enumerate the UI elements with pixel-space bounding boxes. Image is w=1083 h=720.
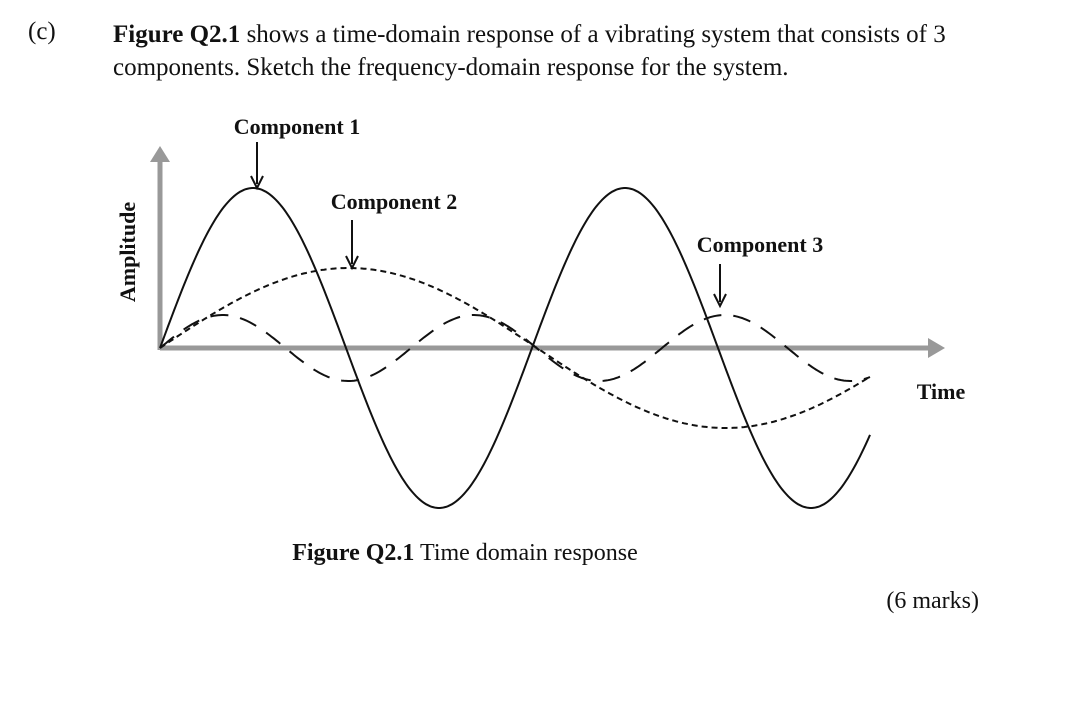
x-axis-label: Time — [917, 379, 966, 404]
amplitude-arrow — [150, 146, 170, 162]
question-label: (c) — [28, 18, 56, 45]
curve — [159, 187, 871, 509]
caption-ref: Figure Q2.1 — [292, 540, 415, 566]
y-axis-label: Amplitude — [115, 202, 140, 302]
time-arrow — [928, 338, 945, 358]
curve — [159, 314, 871, 382]
figure-ref: Figure Q2.1 — [113, 21, 241, 48]
marks: (6 marks) — [886, 588, 979, 614]
pointer-head — [713, 293, 727, 309]
curves — [159, 187, 871, 509]
component-label: Component 3 — [697, 232, 824, 257]
component-label: Component 1 — [234, 114, 361, 139]
question-text: Figure Q2.1 shows a time-domain response… — [113, 18, 993, 84]
caption-text: Time domain response — [420, 540, 638, 566]
pointer-head — [250, 175, 264, 191]
pointer-head — [345, 255, 359, 271]
question-body: shows a time-domain response of a vibrat… — [113, 21, 946, 81]
curve — [159, 267, 871, 429]
component-label: Component 2 — [331, 189, 458, 214]
figure-caption: Figure Q2.1 Time domain response — [0, 540, 930, 567]
